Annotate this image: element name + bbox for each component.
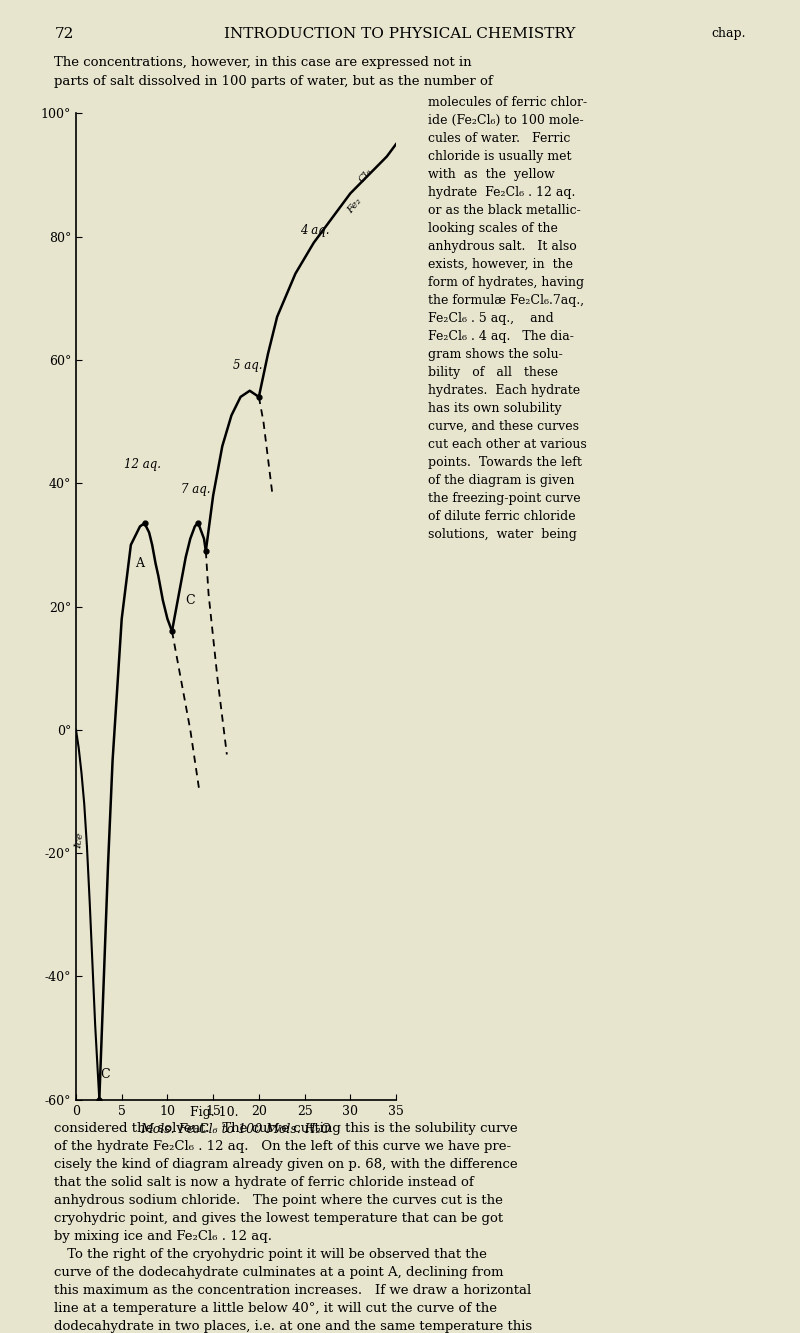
Text: 7 aq.: 7 aq. [181, 483, 210, 496]
Text: 4 aq.: 4 aq. [300, 224, 330, 237]
Text: exists, however, in  the: exists, however, in the [428, 259, 573, 271]
Text: parts of salt dissolved in 100 parts of water, but as the number of: parts of salt dissolved in 100 parts of … [54, 75, 493, 88]
Text: Fe₂: Fe₂ [346, 196, 364, 215]
Text: Fe₂Cl₆ . 4 aq.   The dia-: Fe₂Cl₆ . 4 aq. The dia- [428, 329, 574, 343]
Text: of dilute ferric chloride: of dilute ferric chloride [428, 509, 576, 523]
Text: INTRODUCTION TO PHYSICAL CHEMISTRY: INTRODUCTION TO PHYSICAL CHEMISTRY [224, 27, 576, 41]
Text: the freezing-point curve: the freezing-point curve [428, 492, 581, 505]
Text: 5 aq.: 5 aq. [234, 359, 262, 372]
X-axis label: Mols. Fe₂Cl₆ to 100 Mols. H₂O: Mols. Fe₂Cl₆ to 100 Mols. H₂O [141, 1124, 331, 1136]
Text: Fig. 10.: Fig. 10. [190, 1106, 238, 1120]
Text: of the diagram is given: of the diagram is given [428, 473, 574, 487]
Text: cules of water.   Ferric: cules of water. Ferric [428, 132, 570, 145]
Text: anhydrous salt.   It also: anhydrous salt. It also [428, 240, 577, 253]
Text: bility   of   all   these: bility of all these [428, 365, 558, 379]
Text: 12 aq.: 12 aq. [123, 457, 161, 471]
Text: dodecahydrate in two places, i.e. at one and the same temperature this: dodecahydrate in two places, i.e. at one… [54, 1320, 533, 1333]
Text: A: A [135, 557, 145, 571]
Text: by mixing ice and Fe₂Cl₆ . 12 aq.: by mixing ice and Fe₂Cl₆ . 12 aq. [54, 1230, 272, 1244]
Text: C: C [101, 1068, 110, 1081]
Text: hydrates.  Each hydrate: hydrates. Each hydrate [428, 384, 580, 397]
Text: looking scales of the: looking scales of the [428, 221, 558, 235]
Text: Fe₂Cl₆ . 5 aq.,    and: Fe₂Cl₆ . 5 aq., and [428, 312, 554, 325]
Text: has its own solubility: has its own solubility [428, 403, 562, 415]
Text: cisely the kind of diagram already given on p. 68, with the difference: cisely the kind of diagram already given… [54, 1158, 518, 1172]
Text: gram shows the solu-: gram shows the solu- [428, 348, 562, 361]
Text: 72: 72 [54, 27, 74, 41]
Text: that the solid salt is now a hydrate of ferric chloride instead of: that the solid salt is now a hydrate of … [54, 1176, 474, 1189]
Text: with  as  the  yellow: with as the yellow [428, 168, 554, 181]
Text: of the hydrate Fe₂Cl₆ . 12 aq.   On the left of this curve we have pre-: of the hydrate Fe₂Cl₆ . 12 aq. On the le… [54, 1141, 511, 1153]
Text: To the right of the cryohydric point it will be observed that the: To the right of the cryohydric point it … [54, 1248, 487, 1261]
Text: cryohydric point, and gives the lowest temperature that can be got: cryohydric point, and gives the lowest t… [54, 1213, 503, 1225]
Text: C: C [186, 595, 195, 608]
Text: line at a temperature a little below 40°, it will cut the curve of the: line at a temperature a little below 40°… [54, 1302, 498, 1316]
Text: this maximum as the concentration increases.   If we draw a horizontal: this maximum as the concentration increa… [54, 1285, 532, 1297]
Text: ide (Fe₂Cl₆) to 100 mole-: ide (Fe₂Cl₆) to 100 mole- [428, 113, 584, 127]
Text: Ice: Ice [74, 832, 86, 849]
Text: the formulæ Fe₂Cl₆.7aq.,: the formulæ Fe₂Cl₆.7aq., [428, 293, 584, 307]
Text: The concentrations, however, in this case are expressed not in: The concentrations, however, in this cas… [54, 56, 472, 69]
Text: chloride is usually met: chloride is usually met [428, 149, 571, 163]
Text: chap.: chap. [711, 27, 746, 40]
Text: cut each other at various: cut each other at various [428, 437, 586, 451]
Text: curve of the dodecahydrate culminates at a point A, declining from: curve of the dodecahydrate culminates at… [54, 1266, 504, 1280]
Text: anhydrous sodium chloride.   The point where the curves cut is the: anhydrous sodium chloride. The point whe… [54, 1194, 503, 1208]
Text: considered the solvent.   The curve cutting this is the solubility curve: considered the solvent. The curve cuttin… [54, 1122, 518, 1136]
Text: molecules of ferric chlor-: molecules of ferric chlor- [428, 96, 587, 109]
Text: Cl₆: Cl₆ [358, 167, 374, 184]
Text: solutions,  water  being: solutions, water being [428, 528, 577, 541]
Text: hydrate  Fe₂Cl₆ . 12 aq.: hydrate Fe₂Cl₆ . 12 aq. [428, 185, 575, 199]
Text: curve, and these curves: curve, and these curves [428, 420, 579, 433]
Text: or as the black metallic-: or as the black metallic- [428, 204, 581, 217]
Text: points.  Towards the left: points. Towards the left [428, 456, 582, 469]
Text: form of hydrates, having: form of hydrates, having [428, 276, 584, 289]
